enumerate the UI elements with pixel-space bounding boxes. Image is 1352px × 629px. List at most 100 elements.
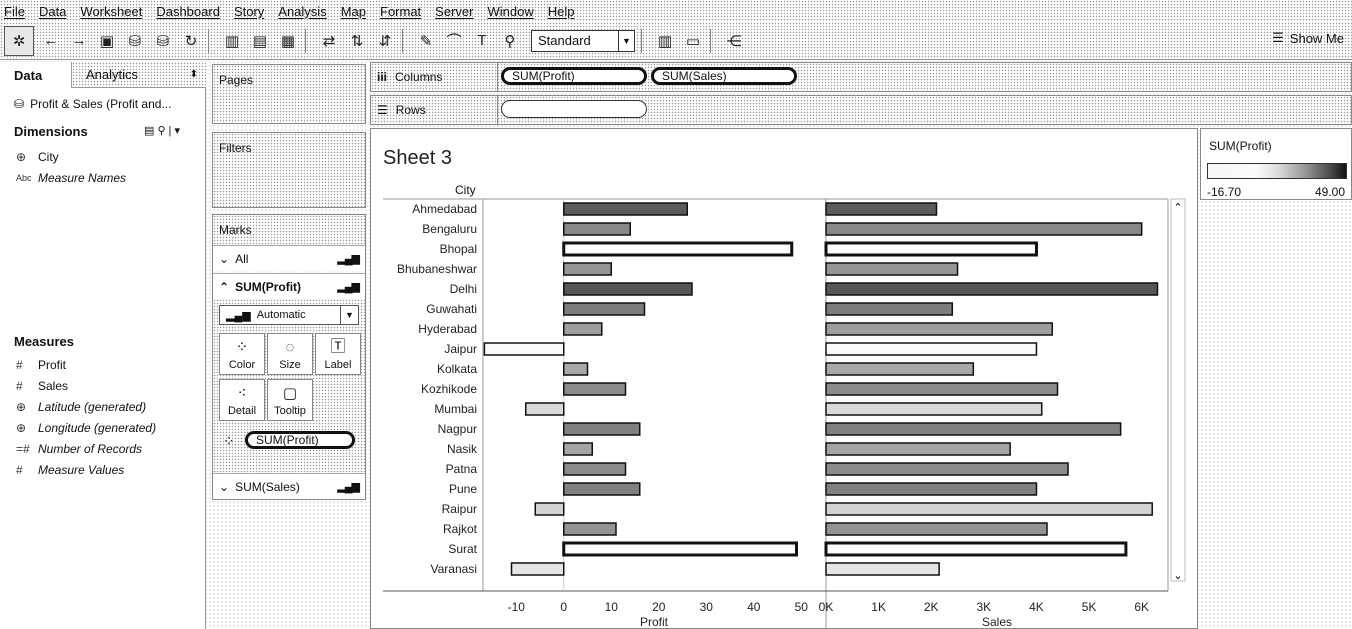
menu-help[interactable]: Help <box>547 3 575 19</box>
profit-bar[interactable] <box>563 462 627 476</box>
menu-data[interactable]: Data <box>38 3 67 19</box>
dimensions-tools-icon[interactable]: ▤ ⚲ | ▾ <box>144 125 180 137</box>
marks-sales-row[interactable]: ⌄ SUM(Sales) ▂▄▆ <box>213 473 365 499</box>
field-number-of-records[interactable]: =# Number of Records <box>16 440 142 458</box>
tooltip-button[interactable]: ▢ Tooltip <box>267 379 313 421</box>
marks-all-row[interactable]: ⌄ All ▂▄▆ <box>213 245 365 271</box>
chevron-down-icon[interactable]: ⌄ <box>1173 569 1182 582</box>
field-profit[interactable]: # Profit <box>16 356 66 374</box>
forward-icon[interactable]: → <box>71 32 87 49</box>
sales-bar[interactable] <box>825 342 1038 356</box>
profit-bar[interactable] <box>563 362 589 376</box>
mark-type-select[interactable]: ▂▄▆ Automatic ▼ <box>219 305 359 325</box>
sales-bar[interactable] <box>825 402 1043 416</box>
sales-bar[interactable] <box>825 442 1011 456</box>
menu-window[interactable]: Window <box>487 3 534 19</box>
clear-sheet-icon[interactable]: ▦ <box>280 32 296 50</box>
sales-bar[interactable] <box>825 562 940 576</box>
columns-pill-sales[interactable]: SUM(Sales) <box>651 67 797 85</box>
sales-bar[interactable] <box>825 302 954 316</box>
profit-bar[interactable] <box>563 422 641 436</box>
profit-bar[interactable] <box>563 302 646 316</box>
back-icon[interactable]: ← <box>43 32 59 49</box>
menu-file[interactable]: File <box>4 3 25 19</box>
pause-updates-icon[interactable]: ⛁ <box>156 32 170 50</box>
filters-card[interactable]: Filters <box>212 132 366 208</box>
sort-ascending-icon[interactable]: ⇅ <box>350 32 364 50</box>
field-city[interactable]: ⊕ City <box>16 148 59 166</box>
sales-bar[interactable] <box>825 362 975 376</box>
marks-profit-row[interactable]: ⌃ SUM(Profit) ▂▄▆ <box>213 273 365 299</box>
profit-bar[interactable] <box>563 482 641 496</box>
save-icon[interactable]: ▣ <box>99 32 115 50</box>
columns-pill-profit[interactable]: SUM(Profit) <box>501 67 647 85</box>
field-latitude-generated[interactable]: ⊕ Latitude (generated) <box>16 398 146 416</box>
highlight-icon[interactable]: ✎ <box>419 32 433 50</box>
pages-card[interactable]: Pages <box>212 64 366 124</box>
color-profit-pill[interactable]: SUM(Profit) <box>245 431 355 449</box>
detail-button[interactable]: ⁖ Detail <box>219 379 265 421</box>
fit-select[interactable]: Standard ▼ <box>531 29 635 52</box>
menu-server[interactable]: Server <box>435 3 474 19</box>
columns-shelf[interactable]: iii Columns SUM(Profit) SUM(Sales) <box>370 62 1352 92</box>
pin-icon[interactable]: ⚲ <box>504 32 516 50</box>
swap-rows-columns-icon[interactable]: ⇄ <box>322 32 336 50</box>
sales-bar[interactable] <box>825 502 1153 516</box>
rows-pill-city[interactable] <box>501 100 647 118</box>
profit-bar[interactable] <box>562 541 798 557</box>
sales-bar[interactable] <box>824 541 1128 557</box>
field-sales[interactable]: # Sales <box>16 377 68 395</box>
label-button[interactable]: 🅃 Label <box>315 333 361 375</box>
tableau-logo-icon[interactable]: ✲ <box>4 25 34 56</box>
profit-bar[interactable] <box>510 562 565 576</box>
field-longitude-generated[interactable]: ⊕ Longitude (generated) <box>16 419 156 437</box>
color-button[interactable]: ⁘ Color <box>219 333 265 375</box>
sales-bar[interactable] <box>825 462 1069 476</box>
size-button[interactable]: ◌ Size <box>267 333 313 375</box>
show-me-button[interactable]: ☰ Show Me <box>1272 30 1344 46</box>
new-worksheet-icon[interactable]: ▥ <box>224 32 240 50</box>
tab-analytics[interactable]: Analytics ⬍ <box>72 62 206 88</box>
menu-map[interactable]: Map <box>340 3 366 19</box>
refresh-icon[interactable]: ↻ <box>184 32 198 50</box>
chevron-down-icon[interactable]: ▼ <box>618 30 634 51</box>
field-measure-names[interactable]: Abc Measure Names <box>16 169 126 187</box>
profit-bar[interactable] <box>563 522 617 536</box>
chevron-up-icon[interactable]: ⌃ <box>1173 201 1182 214</box>
profit-bar[interactable] <box>563 222 631 236</box>
profit-bar[interactable] <box>562 241 794 257</box>
new-datasource-icon[interactable]: ⛁ <box>128 32 142 50</box>
sort-descending-icon[interactable]: ⇵ <box>378 32 392 50</box>
sales-bar[interactable] <box>825 262 959 276</box>
profit-bar[interactable] <box>563 322 603 336</box>
profit-bar[interactable] <box>563 202 688 216</box>
menu-dashboard[interactable]: Dashboard <box>156 3 220 19</box>
profit-bar[interactable] <box>525 402 565 416</box>
share-icon[interactable]: ⋲ <box>726 32 742 50</box>
sales-bar[interactable] <box>825 422 1122 436</box>
menu-story[interactable]: Story <box>233 3 265 19</box>
profit-bar[interactable] <box>563 262 612 276</box>
sales-bar[interactable] <box>825 482 1038 496</box>
rows-shelf[interactable]: ☰ Rows <box>370 95 1352 125</box>
profit-bar[interactable] <box>563 282 693 296</box>
chevron-down-icon[interactable]: ▼ <box>340 306 358 324</box>
menu-worksheet[interactable]: Worksheet <box>80 3 143 19</box>
vertical-scrollbar[interactable] <box>1170 198 1186 582</box>
profit-bar[interactable] <box>563 382 627 396</box>
group-icon[interactable]: ⌒ <box>446 33 462 50</box>
menu-analysis[interactable]: Analysis <box>278 3 327 19</box>
sales-bar[interactable] <box>825 282 1159 296</box>
sales-bar[interactable] <box>825 202 938 216</box>
chevron-down-icon[interactable]: ⬍ <box>189 69 198 80</box>
labels-icon[interactable]: T <box>477 32 487 49</box>
profit-bar[interactable] <box>563 442 593 456</box>
sales-bar[interactable] <box>825 382 1059 396</box>
presentation-mode-icon[interactable]: ▭ <box>685 32 701 50</box>
tab-data[interactable]: Data <box>0 62 72 88</box>
show-cards-icon[interactable]: ▥ <box>657 32 673 50</box>
field-measure-values[interactable]: # Measure Values <box>16 461 124 479</box>
sales-bar[interactable] <box>825 522 1048 536</box>
sales-bar[interactable] <box>824 241 1038 257</box>
profit-bar[interactable] <box>483 342 565 356</box>
